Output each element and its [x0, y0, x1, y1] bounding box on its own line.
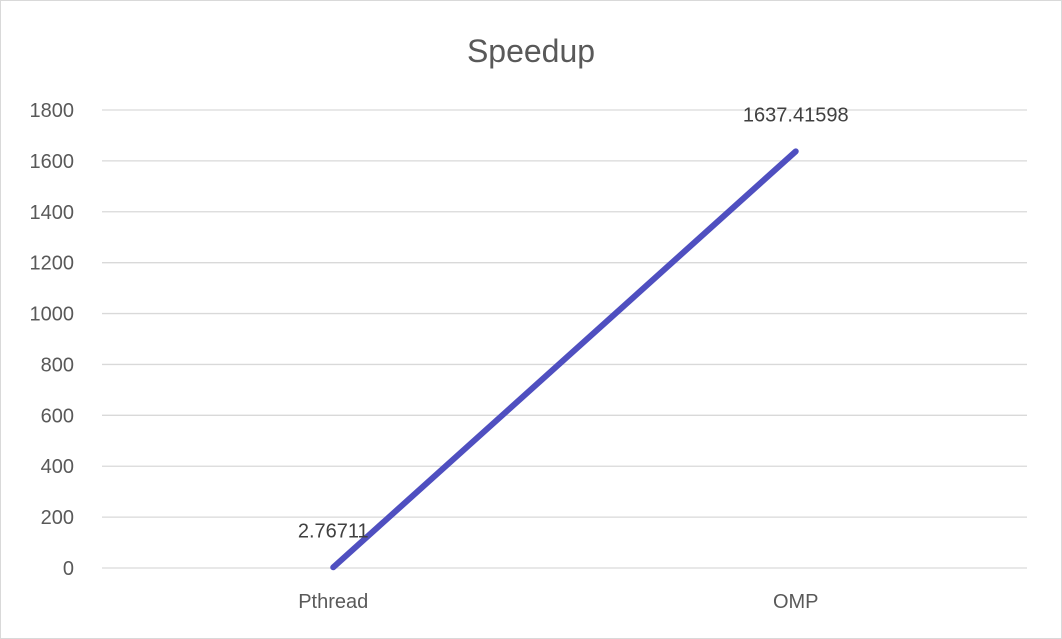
y-tick-label-600: 600 [41, 405, 74, 427]
data-label-omp: 1637.41598 [743, 104, 849, 126]
y-tick-label-0: 0 [63, 558, 74, 580]
series-line-0 [330, 148, 799, 571]
data-labels: 2.76711 1637.41598 [298, 104, 849, 542]
chart-title: Speedup [467, 33, 595, 69]
y-tick-label-800: 800 [41, 354, 74, 376]
x-axis-ticks: Pthread OMP [298, 591, 818, 613]
x-tick-label-pthread: Pthread [298, 591, 368, 613]
y-tick-label-1800: 1800 [30, 100, 75, 122]
y-axis-ticks: 0 200 400 600 800 1000 1200 1400 1600 1800 [30, 100, 75, 580]
x-tick-label-omp: OMP [773, 591, 819, 613]
gridlines [102, 109, 1027, 569]
y-tick-label-1200: 1200 [30, 253, 75, 275]
data-label-pthread: 2.76711 [298, 520, 369, 542]
series-layer [330, 148, 799, 571]
y-tick-label-400: 400 [41, 456, 74, 478]
y-tick-label-1400: 1400 [30, 202, 75, 224]
y-tick-label-1600: 1600 [30, 151, 75, 173]
y-tick-label-200: 200 [41, 507, 74, 529]
y-tick-label-1000: 1000 [30, 304, 75, 326]
